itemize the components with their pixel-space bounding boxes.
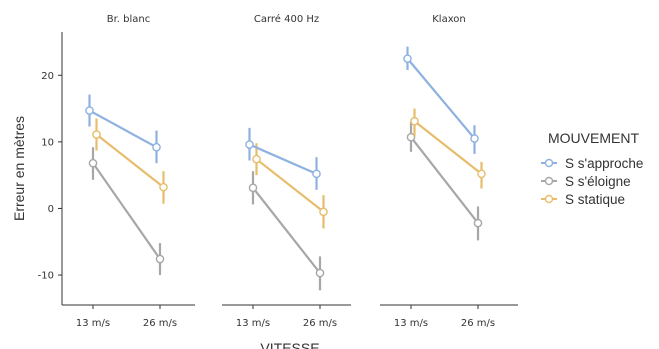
y-tick-label: -10 [38, 271, 54, 282]
legend-title: MOUVEMENT [548, 130, 639, 146]
series-line [406, 57, 476, 140]
y-tick-label: 20 [41, 71, 54, 82]
data-point [252, 154, 261, 164]
data-point [403, 54, 412, 63]
data-point [159, 182, 168, 192]
y-axis-title: Erreur en mètres [11, 116, 27, 221]
x-tick-label: 26 m/s [143, 318, 177, 329]
data-point [152, 142, 161, 152]
facet-title: Carré 400 Hz [254, 13, 319, 25]
data-point [315, 268, 325, 278]
data-point [92, 130, 101, 139]
legend-label: S s'approche [565, 156, 643, 171]
series-line [409, 136, 480, 225]
data-point [155, 254, 165, 264]
series-line [255, 158, 325, 213]
series-line [91, 162, 162, 261]
data-point [245, 140, 254, 149]
x-tick-label: 13 m/s [236, 318, 270, 329]
data-point [473, 218, 483, 228]
data-point [319, 207, 328, 217]
series-line [413, 120, 483, 175]
y-tick-label: 0 [48, 204, 54, 215]
legend-key-point [544, 194, 554, 204]
legend-label: S statique [565, 192, 625, 207]
series-line [251, 186, 322, 275]
data-point [477, 169, 486, 179]
series-line [88, 109, 158, 149]
data-point [470, 134, 479, 143]
data-point [248, 183, 258, 193]
x-tick-label: 13 m/s [76, 318, 110, 329]
data-point [312, 169, 321, 179]
series-line [95, 133, 165, 189]
x-axis-title: VITESSE [260, 340, 319, 349]
x-tick-label: 26 m/s [303, 318, 337, 329]
data-point [85, 106, 94, 115]
x-tick-label: 13 m/s [394, 318, 428, 329]
series-line [248, 143, 318, 175]
x-tick-label: 26 m/s [461, 318, 495, 329]
data-point [406, 132, 416, 142]
data-point [88, 158, 98, 168]
legend-label: S s'éloigne [565, 174, 631, 189]
facet-title: Br. blanc [107, 14, 151, 25]
y-tick-label: 10 [41, 137, 54, 148]
legend-key-point [544, 176, 554, 186]
legend-key-point [544, 158, 554, 168]
facet-title: Klaxon [432, 14, 466, 25]
data-point [410, 116, 419, 126]
